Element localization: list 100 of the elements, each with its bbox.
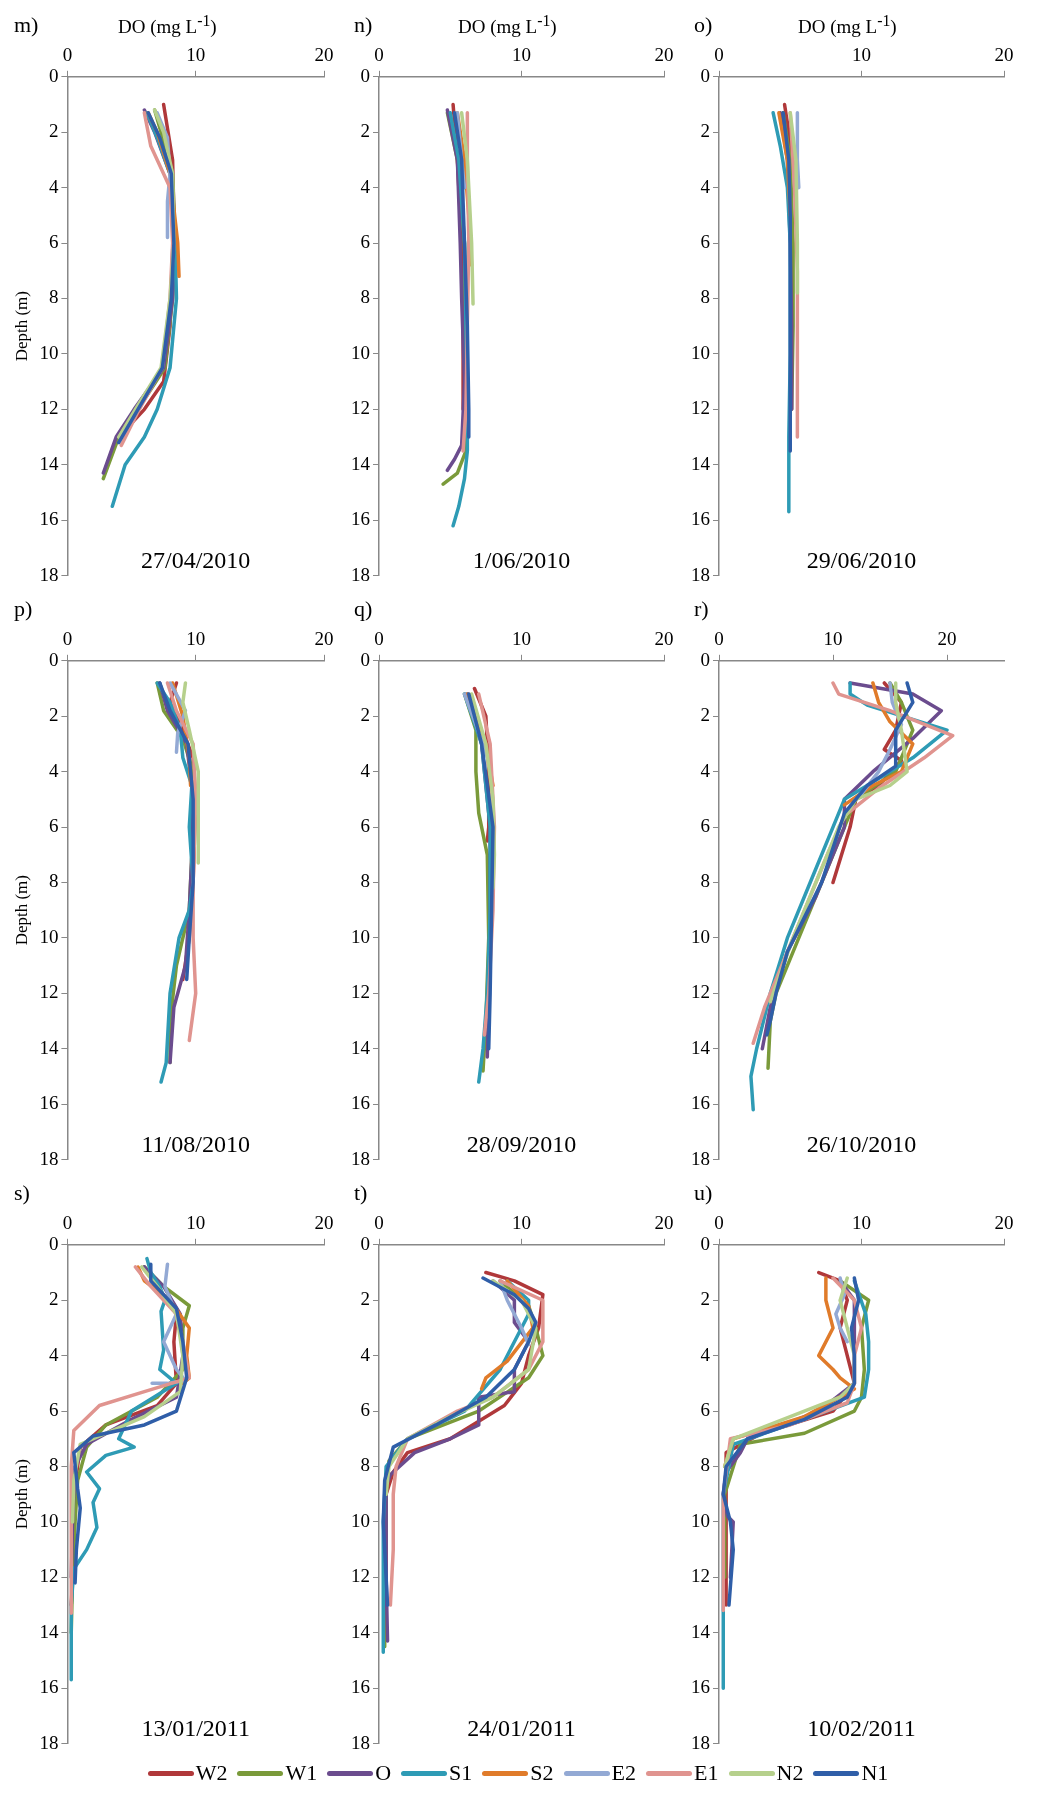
y-tick-label: 4 bbox=[700, 1343, 711, 1365]
text: 1/06/2010 bbox=[472, 546, 571, 573]
text: u) bbox=[694, 1180, 713, 1206]
y-tick-label: 8 bbox=[360, 1454, 370, 1476]
text: 10/02/2011 bbox=[807, 1714, 916, 1741]
y-tick-label: 18 bbox=[39, 1147, 59, 1169]
y-tick-label: 4 bbox=[48, 175, 59, 197]
y-tick-label: 12 bbox=[39, 981, 59, 1003]
y-tick-label: 4 bbox=[48, 1343, 59, 1365]
legend-label: S2 bbox=[530, 1760, 554, 1786]
x-axis-title: DO (mg L$^{-1}$) bbox=[798, 12, 897, 39]
y-tick-label: 10 bbox=[39, 1509, 59, 1531]
x-tick-label: 10 bbox=[852, 1212, 871, 1234]
y-tick-label: 0 bbox=[360, 64, 370, 86]
y-tick-label: 2 bbox=[700, 120, 710, 142]
legend-label: E2 bbox=[611, 1760, 637, 1786]
x-tick-label: 10 bbox=[852, 44, 871, 66]
x-tick-label: 10 bbox=[186, 1212, 206, 1234]
y-tick-label: 14 bbox=[691, 452, 711, 474]
y-tick-label: 16 bbox=[351, 508, 370, 530]
y-tick-label: 10 bbox=[351, 1509, 370, 1531]
y-tick-label: 10 bbox=[691, 341, 710, 363]
y-tick-label: 2 bbox=[360, 120, 370, 142]
y-tick-label: 10 bbox=[39, 925, 59, 947]
y-tick-label: 2 bbox=[48, 704, 59, 726]
x-tick-label: 20 bbox=[937, 628, 957, 650]
x-tick-label: 10 bbox=[512, 44, 531, 66]
y-tick-label: 14 bbox=[691, 1620, 711, 1642]
x-tick-label: 0 bbox=[62, 1212, 73, 1234]
y-tick-label: 18 bbox=[39, 1731, 59, 1753]
text: o) bbox=[694, 12, 713, 38]
legend-label: E1 bbox=[694, 1760, 719, 1786]
y-tick-label: 10 bbox=[691, 925, 710, 947]
y-tick-label: 18 bbox=[691, 1731, 710, 1753]
y-tick-label: 14 bbox=[351, 1036, 371, 1058]
legend-label: S1 bbox=[449, 1760, 473, 1786]
y-tick-label: 2 bbox=[700, 704, 710, 726]
y-tick-label: 14 bbox=[351, 1620, 371, 1642]
y-tick-label: 12 bbox=[691, 981, 710, 1003]
text: t) bbox=[354, 1180, 368, 1206]
y-tick-label: 12 bbox=[691, 1565, 710, 1587]
y-tick-label: 16 bbox=[691, 508, 710, 530]
y-tick-label: 16 bbox=[39, 508, 59, 530]
y-tick-label: 8 bbox=[360, 870, 370, 892]
y-tick-label: 14 bbox=[39, 452, 59, 474]
y-tick-label: 0 bbox=[700, 64, 710, 86]
x-axis-title: DO (mg L$^{-1}$) bbox=[458, 12, 557, 39]
y-tick-label: 12 bbox=[351, 1565, 370, 1587]
y-tick-label: 0 bbox=[700, 1232, 710, 1254]
y-tick-label: 8 bbox=[360, 286, 370, 308]
text: p) bbox=[14, 596, 33, 622]
text: 26/10/2010 bbox=[806, 1130, 917, 1157]
y-tick-label: 2 bbox=[700, 1288, 710, 1310]
y-tick-label: 16 bbox=[351, 1092, 370, 1114]
y-tick-label: 10 bbox=[39, 341, 59, 363]
x-tick-label: 20 bbox=[314, 628, 334, 650]
y-tick-label: 8 bbox=[48, 870, 59, 892]
y-tick-label: 10 bbox=[351, 925, 370, 947]
y-tick-label: 12 bbox=[351, 981, 370, 1003]
x-axis-title: DO (mg L$^{-1}$) bbox=[118, 12, 217, 39]
y-tick-label: 18 bbox=[351, 1731, 370, 1753]
x-tick-label: 10 bbox=[823, 628, 843, 650]
text: 11/08/2010 bbox=[141, 1130, 250, 1157]
y-tick-label: 2 bbox=[360, 704, 370, 726]
y-tick-label: 16 bbox=[39, 1676, 59, 1698]
legend-label: W2 bbox=[195, 1760, 228, 1786]
x-tick-label: 10 bbox=[186, 628, 206, 650]
y-tick-label: 0 bbox=[48, 64, 59, 86]
y-tick-label: 4 bbox=[360, 759, 371, 781]
y-tick-label: 18 bbox=[691, 1147, 710, 1169]
x-tick-label: 20 bbox=[314, 1212, 334, 1234]
y-tick-label: 16 bbox=[691, 1092, 710, 1114]
y-tick-label: 16 bbox=[39, 1092, 59, 1114]
y-tick-label: 14 bbox=[351, 452, 371, 474]
legend-label: W1 bbox=[285, 1760, 318, 1786]
y-axis-title: Depth (m) bbox=[11, 291, 31, 362]
y-tick-label: 2 bbox=[360, 1288, 370, 1310]
y-tick-label: 14 bbox=[39, 1036, 59, 1058]
y-tick-label: 18 bbox=[351, 1147, 370, 1169]
y-tick-label: 6 bbox=[360, 815, 370, 837]
text: q) bbox=[354, 596, 373, 622]
x-tick-label: 20 bbox=[654, 628, 674, 650]
y-tick-label: 2 bbox=[48, 1288, 59, 1310]
text: r) bbox=[694, 596, 709, 622]
y-tick-label: 10 bbox=[351, 341, 370, 363]
legend-label: N2 bbox=[776, 1760, 804, 1786]
x-tick-label: 0 bbox=[62, 628, 73, 650]
text: n) bbox=[354, 12, 373, 38]
y-tick-label: 8 bbox=[48, 286, 59, 308]
y-tick-label: 4 bbox=[360, 175, 371, 197]
text: 27/04/2010 bbox=[141, 546, 251, 573]
legend-label: N1 bbox=[861, 1760, 889, 1786]
y-tick-label: 4 bbox=[360, 1343, 371, 1365]
text: 13/01/2011 bbox=[141, 1714, 250, 1741]
y-tick-label: 0 bbox=[360, 1232, 370, 1254]
y-tick-label: 12 bbox=[691, 397, 710, 419]
text: s) bbox=[14, 1180, 30, 1206]
y-tick-label: 6 bbox=[360, 1399, 370, 1421]
x-tick-label: 20 bbox=[994, 1212, 1014, 1234]
y-tick-label: 8 bbox=[700, 870, 710, 892]
